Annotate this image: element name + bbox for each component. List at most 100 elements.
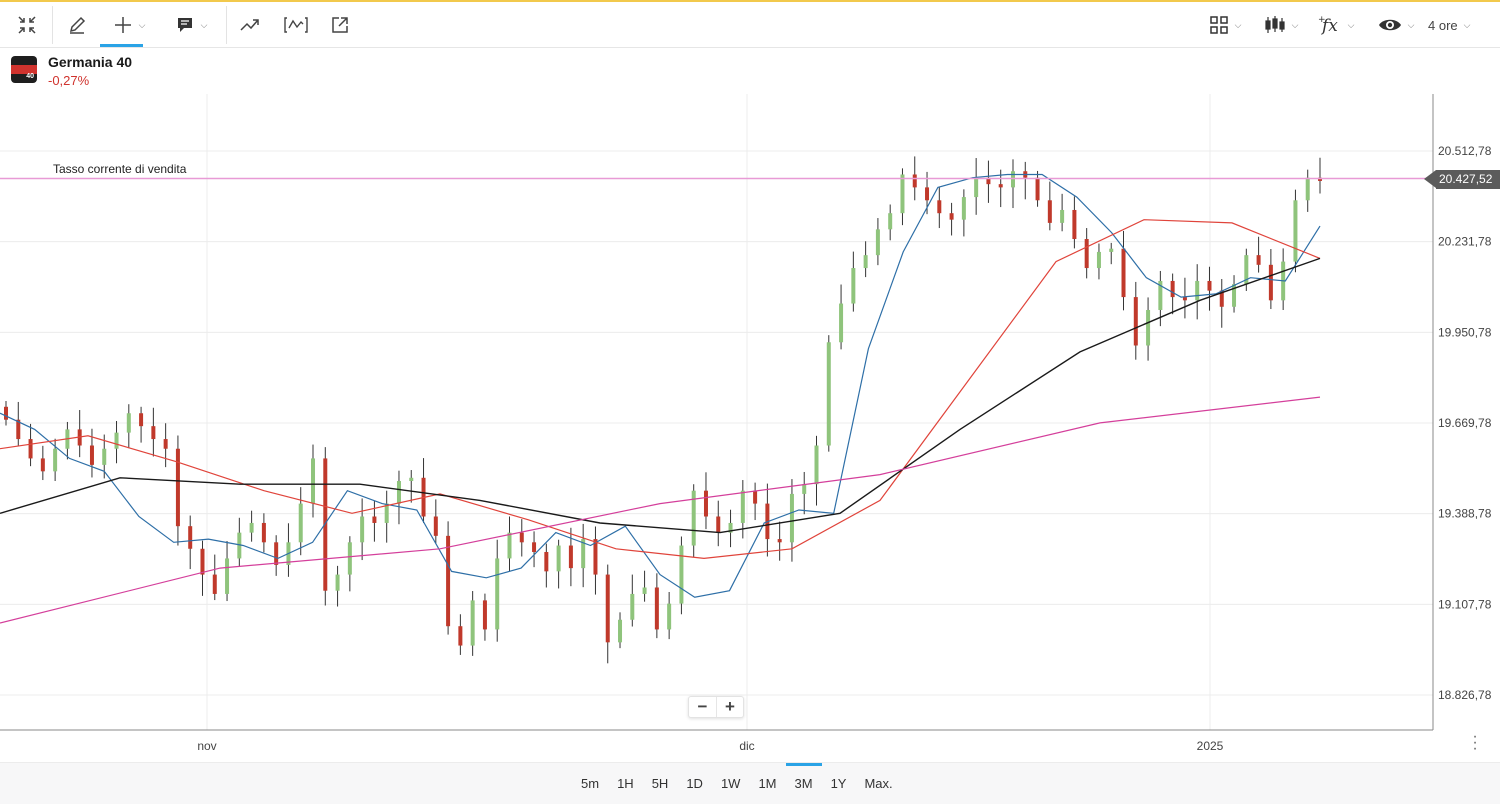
candle — [826, 335, 831, 452]
y-tick-label: 19.107,78 — [1438, 597, 1492, 611]
candle — [1232, 275, 1237, 313]
candle — [421, 458, 426, 523]
candle — [1084, 228, 1089, 279]
timeframe-selector[interactable]: 4 ore ⌵ — [1428, 6, 1470, 44]
chevron-down-icon: ⌵ — [1347, 19, 1355, 30]
candle — [1219, 279, 1224, 328]
candle — [347, 536, 352, 592]
candle — [765, 483, 770, 557]
y-tick-label: 18.826,78 — [1438, 688, 1492, 702]
instrument-change: -0,27% — [48, 73, 90, 88]
eye-icon[interactable]: ⌵ — [1372, 6, 1420, 44]
share-icon[interactable] — [322, 6, 358, 44]
candle — [261, 513, 266, 553]
period-bar: 5m 1H 5H 1D 1W 1M 3M 1Y Max. — [0, 762, 1500, 804]
period-1m[interactable]: 1M — [758, 776, 777, 791]
candle — [1023, 161, 1028, 200]
chevron-down-icon: ⌵ — [200, 19, 208, 30]
candle — [335, 565, 340, 607]
active-tool-indicator — [100, 44, 143, 47]
period-1d[interactable]: 1D — [686, 776, 703, 791]
candle — [642, 570, 647, 602]
timeframe-label: 4 ore — [1428, 17, 1458, 33]
zoom-in-button[interactable]: + — [715, 697, 743, 717]
ma-mid-line — [0, 219, 1321, 560]
chart-toolbar: ⌵ ⌵ — [0, 2, 1500, 48]
candle — [458, 614, 463, 655]
candle — [1121, 230, 1126, 311]
chevron-down-icon: ⌵ — [1291, 19, 1299, 30]
candlestick-icon[interactable]: ⌵ — [1258, 6, 1304, 44]
fx-icon[interactable]: fx + ⌵ — [1312, 6, 1360, 44]
candle — [114, 420, 119, 464]
layout-grid-icon[interactable]: ⌵ — [1204, 6, 1246, 44]
candle — [532, 531, 537, 568]
ma-fast-line — [0, 173, 1321, 598]
candle — [1293, 189, 1298, 273]
candle — [1133, 281, 1138, 360]
period-5m[interactable]: 5m — [581, 776, 600, 791]
crosshair-icon[interactable]: ⌵ — [104, 6, 154, 44]
candle — [556, 539, 561, 589]
candle — [1182, 277, 1187, 319]
period-selector: 5m 1H 5H 1D 1W 1M 3M 1Y Max. — [572, 763, 902, 804]
candle — [409, 470, 414, 503]
x-tick-label: nov — [197, 739, 216, 753]
candle — [212, 554, 217, 601]
candle — [1109, 242, 1114, 265]
candle — [482, 593, 487, 641]
trend-icon[interactable] — [232, 6, 268, 44]
period-3m[interactable]: 3M — [785, 763, 822, 804]
candle — [667, 592, 672, 640]
candle — [372, 501, 377, 542]
candle — [384, 490, 389, 543]
collapse-icon[interactable] — [8, 6, 46, 44]
candle — [470, 591, 475, 656]
candle — [568, 527, 573, 587]
toolbar-separator — [226, 6, 227, 44]
candle — [802, 471, 807, 515]
candle — [446, 521, 451, 635]
zoom-out-button[interactable]: − — [697, 697, 708, 716]
candle — [286, 523, 291, 577]
instrument-name[interactable]: Germania 40 — [48, 54, 133, 70]
candle — [581, 523, 586, 588]
wave-indicator-icon[interactable] — [278, 6, 314, 44]
candle — [40, 445, 45, 481]
candle — [495, 539, 500, 642]
period-5h[interactable]: 5H — [651, 776, 669, 791]
candle — [691, 484, 696, 558]
candle — [654, 573, 659, 639]
chevron-down-icon: ⌵ — [1234, 19, 1242, 30]
chevron-down-icon: ⌵ — [138, 19, 146, 30]
candle — [249, 510, 254, 542]
y-tick-label: 19.388,78 — [1438, 507, 1492, 521]
period-1y[interactable]: 1Y — [830, 776, 847, 791]
candle — [4, 400, 8, 426]
candle — [126, 404, 131, 449]
y-tick-label: 19.950,78 — [1438, 325, 1492, 339]
candle — [507, 516, 512, 572]
period-1h[interactable]: 1H — [617, 776, 634, 791]
candle — [814, 435, 819, 506]
flag-badge: 40 — [26, 73, 34, 80]
germany-flag-icon: 40 — [11, 56, 37, 83]
candle — [433, 499, 438, 544]
candle — [961, 189, 966, 237]
pencil-icon[interactable] — [60, 6, 94, 44]
candle — [1146, 297, 1151, 361]
period-max[interactable]: Max. — [864, 776, 893, 791]
candle — [593, 526, 598, 595]
chevron-down-icon: ⌵ — [1407, 19, 1415, 30]
comment-icon[interactable]: ⌵ — [166, 6, 216, 44]
y-tick-label: 19.669,78 — [1438, 416, 1492, 430]
price-chart[interactable]: nov dic 2025 20.512,78 20.231,78 19.950,78 19.… — [0, 94, 1500, 762]
more-options-icon[interactable]: · · · — [1472, 728, 1478, 757]
period-1w[interactable]: 1W — [720, 776, 741, 791]
candle — [175, 435, 180, 546]
candle — [900, 168, 905, 226]
candle — [151, 407, 156, 457]
candle — [618, 612, 623, 649]
candle — [605, 564, 610, 664]
